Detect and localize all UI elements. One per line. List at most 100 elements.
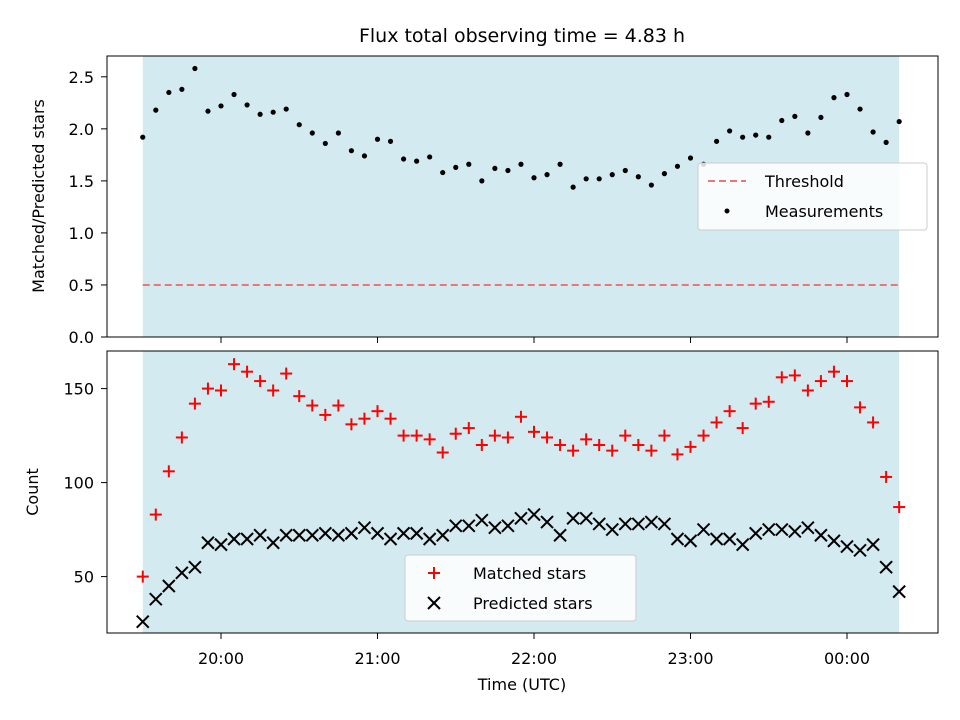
predicted-star-point (696, 522, 711, 537)
bottom-legend-box (404, 554, 637, 622)
predicted-star-point (149, 592, 163, 606)
chart-title: Flux total observing time = 4.83 h (359, 25, 685, 47)
measurement-point (831, 95, 837, 101)
matched-star-point (423, 433, 436, 446)
measurement-point (661, 171, 668, 177)
matched-star-point (254, 375, 267, 388)
matched-star-point (801, 384, 814, 397)
matched-star-point (671, 448, 684, 461)
predicted-star-point (749, 526, 763, 541)
measurement-point (453, 164, 459, 170)
matched-star-point (854, 401, 867, 414)
matched-star-point (606, 444, 619, 457)
measurement-point (544, 172, 550, 178)
matched-star-point (149, 508, 162, 521)
measurement-point (400, 156, 407, 162)
matched-star-point (501, 431, 514, 444)
matched-star-point (436, 446, 449, 459)
predicted-star-point (501, 519, 515, 533)
predicted-star-point (266, 536, 280, 550)
matched-star-point (749, 397, 762, 410)
predicted-star-point (383, 532, 398, 546)
predicted-star-point (827, 534, 841, 548)
predicted-star-point (396, 526, 411, 541)
measurement-point (192, 65, 198, 72)
bottom-x-tick-label: 22:00 (511, 649, 557, 668)
top-legend-box (697, 162, 928, 231)
matched-star-point (827, 365, 840, 378)
predicted-star-point (631, 517, 646, 531)
predicted-star-point (514, 511, 528, 526)
measurement-point (648, 182, 654, 188)
matched-star-point (488, 429, 501, 442)
bottom-x-tick-label: 20:00 (198, 649, 244, 668)
predicted-star-point (488, 521, 502, 535)
predicted-star-point (670, 532, 685, 546)
top-axes-frame (106, 55, 939, 338)
measurement-point (557, 161, 563, 167)
bottom-legend: Matched stars Predicted stars (404, 554, 637, 622)
predicted-star-point (644, 515, 659, 529)
measurement-point (296, 122, 302, 128)
matched-star-point (867, 416, 880, 429)
measurement-point (414, 158, 420, 164)
measurement-point (805, 130, 811, 136)
matched-star-point (215, 384, 227, 397)
measurement-point (205, 108, 211, 114)
matched-star-point (697, 429, 710, 442)
matched-star-point (462, 422, 475, 435)
predicted-star-point (331, 528, 346, 542)
matched-star-point (762, 395, 775, 408)
measurements-legend-label: Measurements (765, 202, 883, 221)
predicted-star-point (305, 528, 319, 542)
predicted-legend-swatch (427, 596, 441, 610)
measurement-point (596, 176, 602, 182)
measurement-point (440, 169, 446, 176)
predicted-stars-points (136, 507, 906, 629)
predicted-star-point (735, 537, 750, 552)
matched-star-point (723, 405, 736, 418)
predicted-star-point (240, 532, 254, 546)
measurement-point (844, 91, 850, 98)
measurement-point (218, 103, 224, 109)
bottom-y-axis-label: Count (23, 468, 42, 516)
predicted-star-point (201, 536, 215, 550)
measurement-point (309, 130, 315, 136)
matched-star-point (449, 427, 462, 440)
predicted-star-point (540, 515, 554, 529)
measurement-point (479, 178, 485, 184)
matched-star-point (880, 470, 893, 483)
bottom-x-tick-label: 21:00 (354, 649, 400, 668)
matched-star-point (619, 429, 632, 442)
measurement-point (635, 174, 641, 180)
predicted-star-point (318, 526, 333, 541)
predicted-star-point (475, 513, 489, 527)
matched-star-point (371, 405, 384, 418)
measurement-point (361, 153, 368, 159)
measurements-legend-swatch (724, 208, 730, 214)
bottom-y-tick-label: 100 (63, 474, 94, 493)
matched-star-point (841, 375, 853, 388)
predicted-star-point (344, 526, 359, 541)
matched-star-point (188, 397, 201, 410)
predicted-star-point (605, 522, 619, 537)
predicted-star-point (579, 511, 593, 526)
matched-legend-swatch (428, 567, 440, 579)
predicted-star-point (592, 517, 606, 531)
predicted-star-point (370, 526, 385, 541)
measurement-point (896, 118, 902, 125)
matched-star-point (736, 422, 749, 435)
top-y-axis-ticks: 0.0 0.5 1.0 1.5 2.0 2.5 (69, 68, 107, 347)
predicted-star-point (762, 522, 776, 537)
matched-star-point (541, 431, 554, 444)
bottom-x-tick-label: 23:00 (667, 649, 713, 668)
top-y-tick-label: 1.0 (69, 224, 94, 243)
measurement-point (687, 155, 694, 161)
matched-star-point (228, 358, 241, 371)
top-panel: 0.0 0.5 1.0 1.5 2.0 2.5 Matched/Predicted sta… (29, 55, 939, 347)
predicted-star-point (175, 566, 189, 580)
measurement-point (870, 129, 876, 135)
predicted-star-point (814, 528, 828, 542)
bottom-y-axis-ticks: 50 100 150 (63, 380, 107, 587)
